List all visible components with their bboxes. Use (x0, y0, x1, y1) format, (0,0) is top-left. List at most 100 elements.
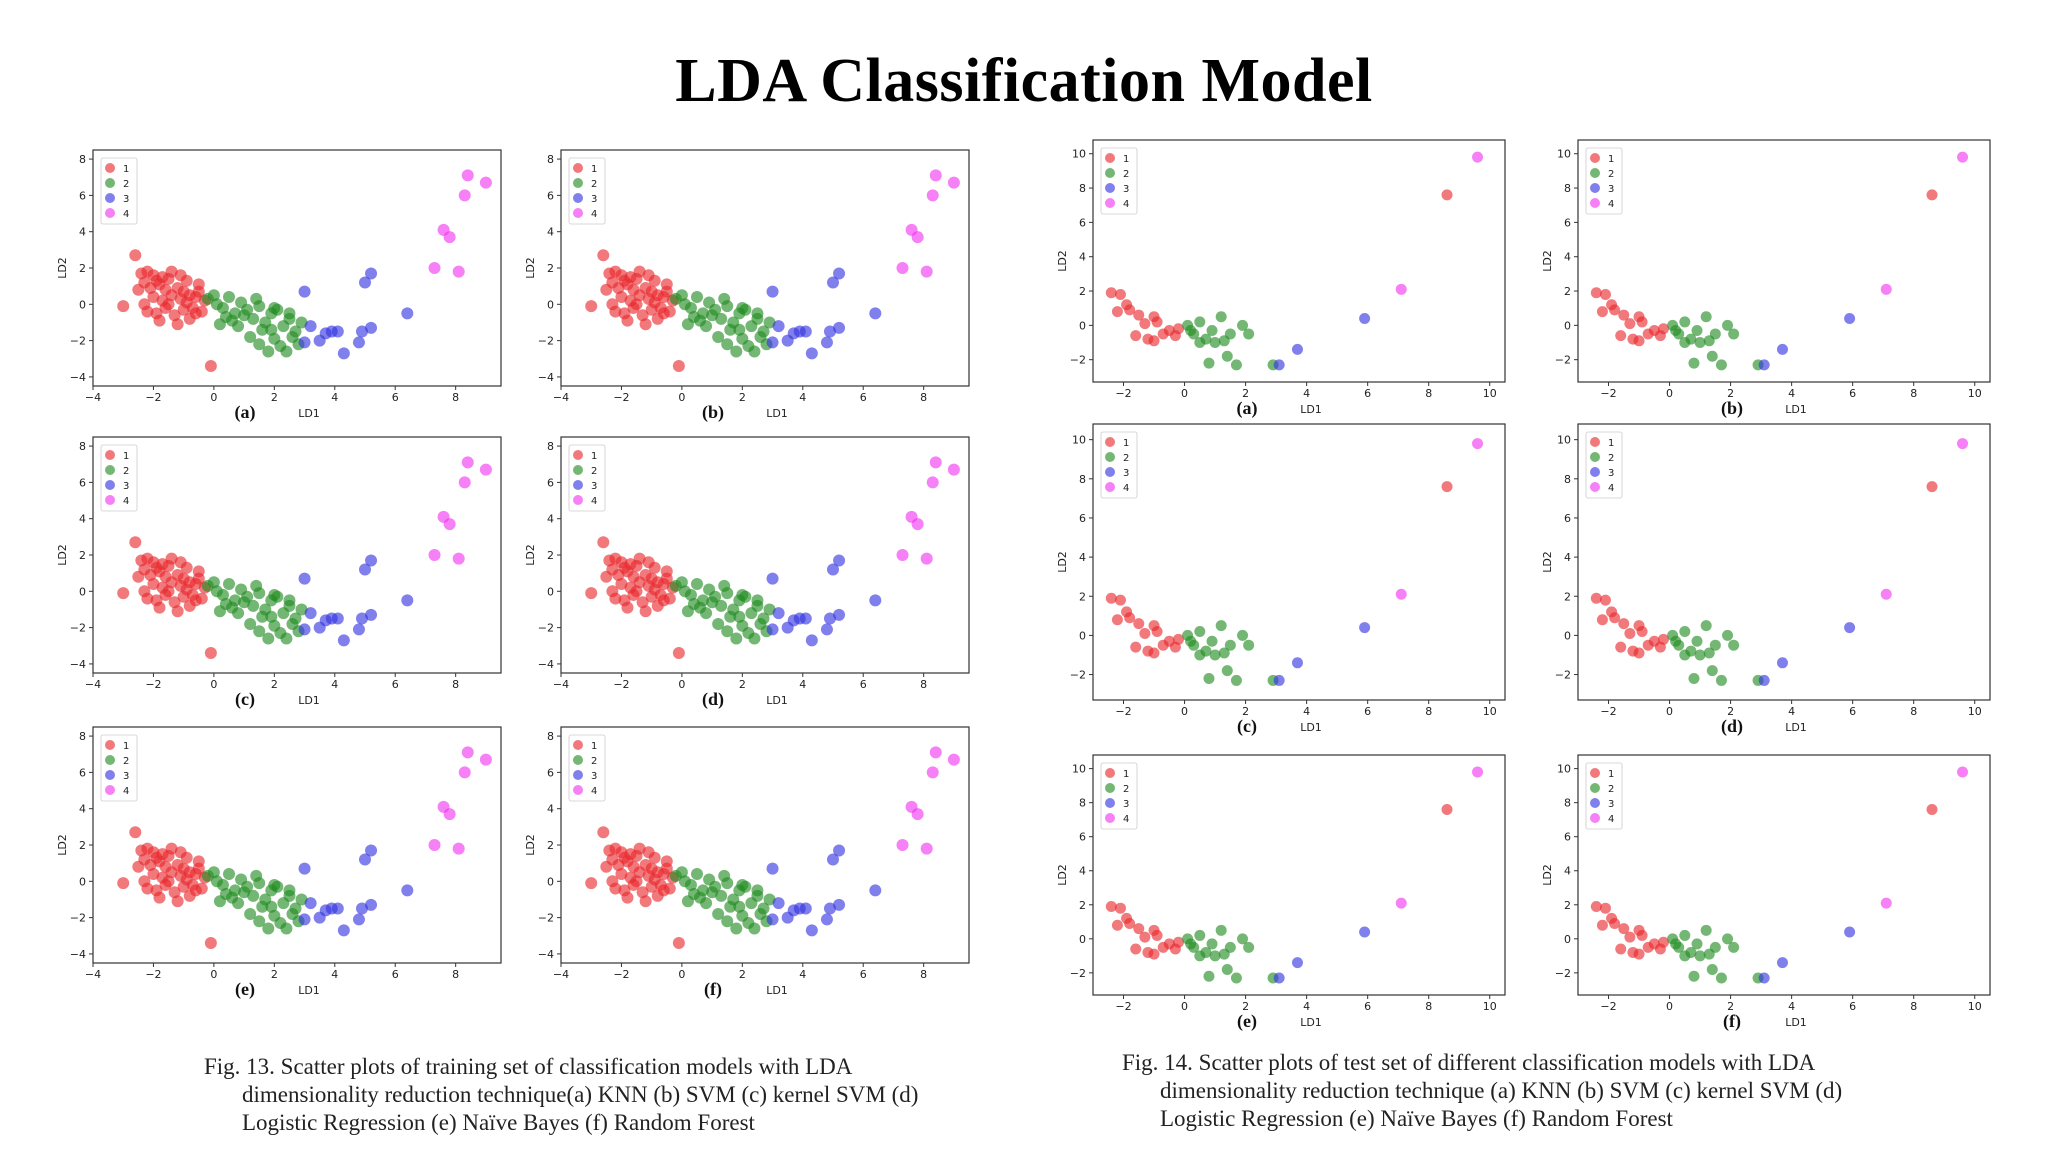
x-axis-label: LD1 (1300, 721, 1322, 734)
x-tick-label: 4 (331, 678, 338, 691)
y-tick-label: −2 (1555, 669, 1571, 682)
point-class-1 (192, 285, 205, 298)
point-class-2 (207, 866, 220, 879)
x-axis-label: LD1 (1300, 403, 1322, 416)
point-class-2 (253, 625, 266, 638)
scatter-plot-test-5: −2 0 2 4 6 8 10 −2 0 2 4 6 8 10 LD1 LD2 (f) 1 2 3 4 (1538, 751, 1994, 1043)
point-class-4 (1472, 766, 1484, 778)
x-tick-label: 8 (452, 391, 459, 404)
point-class-1 (615, 868, 628, 881)
y-tick-label: −2 (1555, 354, 1571, 367)
point-class-2 (1709, 941, 1721, 953)
point-class-2 (1218, 647, 1230, 659)
point-class-3 (827, 276, 839, 289)
point-class-2 (1691, 938, 1703, 950)
point-class-2 (724, 610, 737, 623)
legend-label: 2 (1608, 453, 1614, 464)
x-tick-label: 2 (271, 678, 278, 691)
scatter-plot-train-1: −4 −2 0 2 4 6 8 −4 −2 0 2 4 6 8 LD1 LD2 (b) 1 2 3 4 (521, 146, 973, 434)
point-class-1 (1926, 803, 1938, 815)
point-class-1 (660, 572, 673, 585)
legend-marker (573, 193, 583, 203)
point-class-2 (247, 599, 260, 612)
point-class-2 (694, 314, 707, 327)
y-tick-label: 6 (79, 766, 86, 779)
point-class-2 (1209, 337, 1221, 349)
point-class-1 (672, 647, 685, 660)
point-class-1 (144, 568, 157, 581)
point-class-1 (1139, 627, 1151, 639)
point-class-4 (920, 552, 933, 565)
point-class-2 (216, 301, 229, 314)
y-tick-label: −2 (1070, 669, 1086, 682)
point-class-4 (911, 518, 924, 531)
point-class-3 (1776, 343, 1788, 355)
legend-label: 2 (1123, 784, 1129, 795)
point-class-1 (645, 880, 658, 893)
point-class-2 (718, 869, 731, 882)
point-class-4 (926, 766, 939, 779)
point-class-2 (250, 292, 263, 305)
point-class-2 (268, 878, 281, 891)
x-tick-label: 2 (1242, 705, 1249, 718)
legend-label: 1 (123, 164, 129, 175)
point-class-3 (1273, 359, 1285, 371)
point-class-2 (216, 878, 229, 891)
point-class-2 (1206, 938, 1218, 950)
y-tick-label: 10 (1557, 148, 1571, 161)
legend-label: 1 (1123, 769, 1129, 780)
point-class-1 (1130, 330, 1142, 342)
y-tick-label: 10 (1072, 434, 1086, 447)
legend-label: 4 (591, 496, 597, 507)
point-class-1 (639, 895, 652, 908)
x-tick-label: 6 (392, 968, 399, 981)
y-tick-label: 2 (79, 839, 86, 852)
point-class-2 (1722, 629, 1734, 641)
point-class-3 (1844, 926, 1856, 938)
x-tick-label: 0 (678, 678, 685, 691)
point-class-4 (1472, 438, 1484, 450)
point-class-4 (1880, 283, 1892, 295)
point-class-1 (1657, 633, 1669, 645)
point-class-2 (715, 599, 728, 612)
x-axis-label: LD1 (1300, 1016, 1322, 1029)
caption-line: Fig. 13. Scatter plots of training set o… (204, 1054, 853, 1079)
point-class-1 (1590, 592, 1602, 604)
y-axis-label: LD2 (1056, 250, 1069, 272)
x-tick-label: 4 (1303, 705, 1310, 718)
plot-frame (1577, 139, 1991, 383)
x-tick-label: 8 (1425, 387, 1432, 400)
point-class-2 (265, 610, 278, 623)
x-axis-label: LD1 (298, 407, 320, 420)
point-class-3 (820, 623, 833, 636)
scatter-plot-test-3: −2 0 2 4 6 8 10 −2 0 2 4 6 8 10 LD1 LD2 (d) 1 2 3 4 (1538, 420, 1994, 748)
point-class-4 (458, 766, 471, 779)
legend-label: 1 (1608, 154, 1614, 165)
scatter-svg: −2 0 2 4 6 8 10 −2 0 2 4 6 8 10 LD1 LD2 (d) 1 2 3 4 (1541, 423, 1991, 737)
point-class-1 (141, 305, 154, 318)
x-tick-label: 0 (1666, 705, 1673, 718)
point-class-2 (1194, 649, 1206, 661)
point-class-2 (684, 878, 697, 891)
legend-box (1585, 431, 1623, 499)
legend-marker (573, 740, 583, 750)
legend-label: 2 (1123, 453, 1129, 464)
point-class-3 (799, 902, 812, 915)
point-class-3 (365, 554, 378, 567)
point-class-2 (223, 578, 235, 591)
point-class-1 (633, 265, 646, 278)
legend-label: 4 (123, 496, 129, 507)
x-tick-label: 6 (1849, 705, 1856, 718)
legend-marker (573, 163, 583, 173)
panel-label: (e) (1237, 1011, 1257, 1032)
point-class-1 (642, 556, 655, 569)
point-class-2 (213, 318, 226, 331)
point-class-2 (213, 895, 226, 908)
x-tick-label: 8 (452, 678, 459, 691)
x-tick-label: −2 (145, 678, 161, 691)
point-class-2 (721, 915, 734, 928)
legend-marker (573, 178, 583, 188)
point-class-2 (1243, 328, 1255, 340)
x-tick-label: −2 (145, 391, 161, 404)
legend-label: 4 (1608, 814, 1614, 825)
